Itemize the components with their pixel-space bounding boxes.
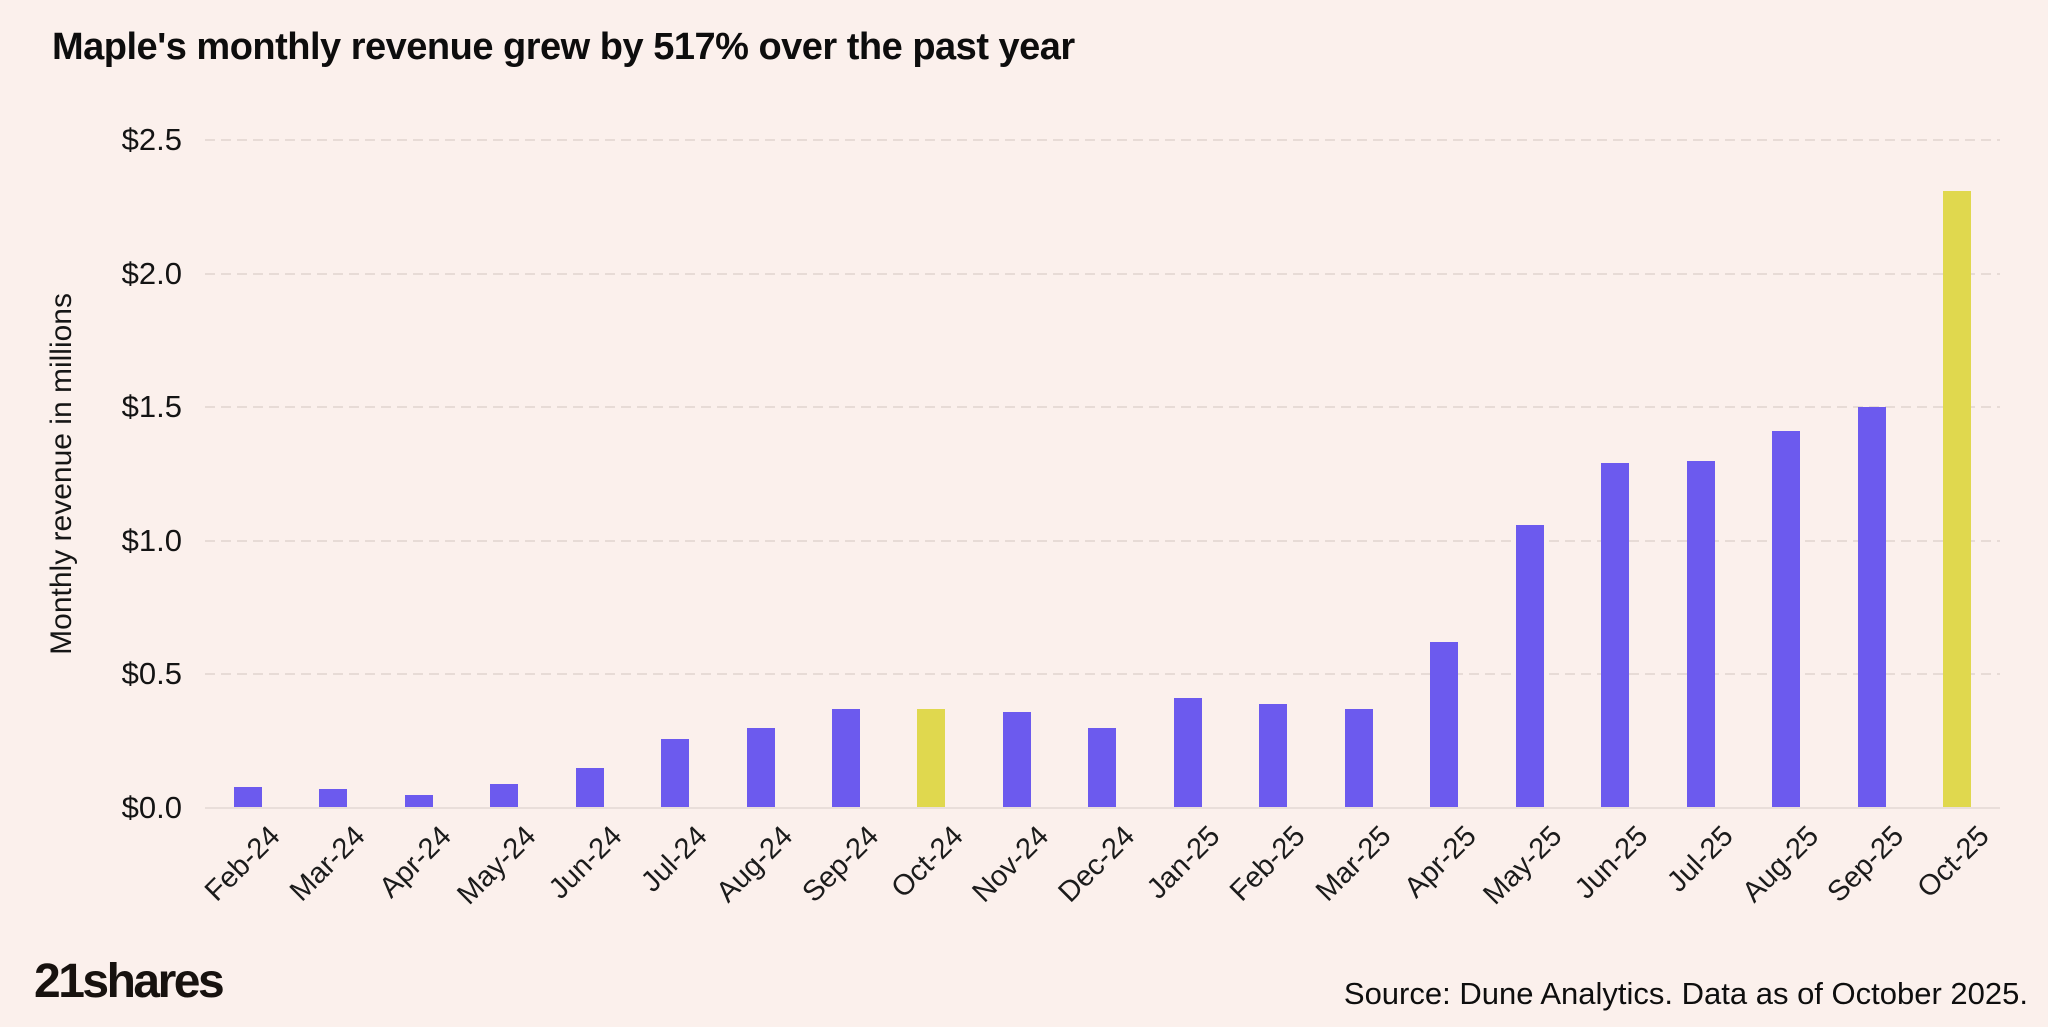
x-tick-label-Oct-24: Oct-24 [885,820,971,905]
bar-slot-Mar-24: Mar-24 [284,140,375,908]
bar-Oct-24 [917,709,946,808]
x-tick-label-Aug-24: Aug-24 [710,820,800,909]
bar-Dec-24 [1088,727,1117,808]
bar-slot-Jan-25: Jan-25 [1141,140,1230,905]
y-tick-label-$2.0: $2.0 [121,255,182,291]
bar-Apr-25 [1430,642,1459,808]
bar-slot-Dec-24: Dec-24 [1052,140,1145,909]
x-tick-label-Mar-24: Mar-24 [284,820,372,908]
x-tick-label-Feb-25: Feb-25 [1224,820,1312,908]
bar-slot-Feb-25: Feb-25 [1224,140,1316,908]
bar-slot-Jul-25: Jul-25 [1658,140,1743,898]
bar-slot-Jun-25: Jun-25 [1569,140,1658,905]
bar-Feb-25 [1259,703,1288,808]
bar-slot-Oct-25: Oct-25 [1912,140,1999,904]
bar-Apr-24 [404,794,433,808]
bar-slot-Aug-24: Aug-24 [710,140,803,909]
bar-Nov-24 [1002,711,1031,808]
x-tick-label-Jul-25: Jul-25 [1660,820,1740,899]
x-tick-label-May-25: May-25 [1477,820,1569,912]
bar-slot-Oct-24: Oct-24 [886,140,974,904]
bar-Jul-24 [661,738,690,808]
x-tick-label-Sep-24: Sep-24 [795,820,885,909]
bar-slot-Apr-24: Apr-24 [373,140,461,904]
x-tick-label-Jun-24: Jun-24 [542,820,629,906]
y-tick-label-$2.5: $2.5 [121,122,182,157]
bar-Jun-25 [1601,463,1630,808]
bar-Mar-25 [1344,709,1373,808]
bar-slot-Sep-25: Sep-25 [1822,140,1914,909]
bar-slot-May-24: May-24 [452,140,546,911]
x-tick-label-Sep-25: Sep-25 [1821,820,1911,909]
bar-Feb-24 [233,786,262,808]
gridline-$1.5 [205,406,2000,409]
bar-slot-Mar-25: Mar-25 [1310,140,1401,908]
logo-21shares: 21shares [34,955,225,1008]
bar-slot-Sep-24: Sep-24 [796,140,888,909]
gridline-$1.0 [205,539,2000,542]
bar-slot-Jun-24: Jun-24 [543,140,632,905]
gridline-$0.5 [205,673,2000,676]
source-note: Source: Dune Analytics. Data as of Octob… [1343,976,2028,1011]
y-axis-title-text: Monthly revenue in millions [45,293,78,655]
x-tick-label-Oct-25: Oct-25 [1911,820,1996,905]
bar-slot-May-25: May-25 [1477,140,1572,911]
y-axis-title: Monthly revenue in millions [40,140,84,808]
bar-slot-Feb-24: Feb-24 [199,140,290,908]
x-tick-label-Jan-25: Jan-25 [1141,820,1227,906]
y-tick-label-$1.0: $1.0 [121,522,182,558]
plot-area: Feb-24 Mar-24 Apr-24 May-24 Jun-24 Jul-24 Aug-… [199,139,2000,911]
y-tick-label-$0.5: $0.5 [121,656,182,692]
bar-Mar-24 [319,789,348,808]
x-tick-label-Apr-24: Apr-24 [373,820,458,905]
bar-May-24 [490,783,519,808]
chart-title: Maple's monthly revenue grew by 517% ove… [52,26,1075,68]
bar-Jun-24 [575,767,604,808]
x-axis-baseline [205,807,2000,809]
y-tick-label-$1.5: $1.5 [121,389,182,425]
bar-Oct-25 [1943,190,1972,808]
x-tick-label-Dec-24: Dec-24 [1052,820,1142,909]
x-tick-label-Mar-25: Mar-25 [1309,820,1398,908]
bar-Jul-25 [1686,460,1715,808]
y-tick-label-$0.0: $0.0 [121,790,182,825]
bars-row: Feb-24 Mar-24 Apr-24 May-24 Jun-24 Jul-24 Aug-… [199,140,2000,911]
x-tick-label-Nov-24: Nov-24 [966,820,1056,909]
bar-slot-Nov-24: Nov-24 [967,140,1059,909]
bar-Jan-25 [1173,698,1202,808]
x-tick-label-Jun-25: Jun-25 [1568,820,1654,906]
bar-Aug-24 [746,727,775,808]
gridline-$2.0 [205,272,2000,275]
bar-slot-Apr-25: Apr-25 [1399,140,1487,904]
bar-May-25 [1515,524,1544,808]
x-tick-label-Feb-24: Feb-24 [198,820,287,908]
gridline-$2.5 [205,139,2000,141]
x-tick-label-May-24: May-24 [451,820,543,912]
bar-Sep-24 [832,709,861,808]
x-tick-label-Apr-25: Apr-25 [1398,820,1483,905]
bar-Sep-25 [1857,407,1886,808]
x-tick-label-Aug-25: Aug-25 [1736,820,1825,909]
bar-slot-Jul-24: Jul-24 [632,140,717,898]
bar-Aug-25 [1772,431,1801,808]
bar-slot-Aug-25: Aug-25 [1736,140,1828,909]
x-tick-label-Jul-24: Jul-24 [635,820,714,899]
